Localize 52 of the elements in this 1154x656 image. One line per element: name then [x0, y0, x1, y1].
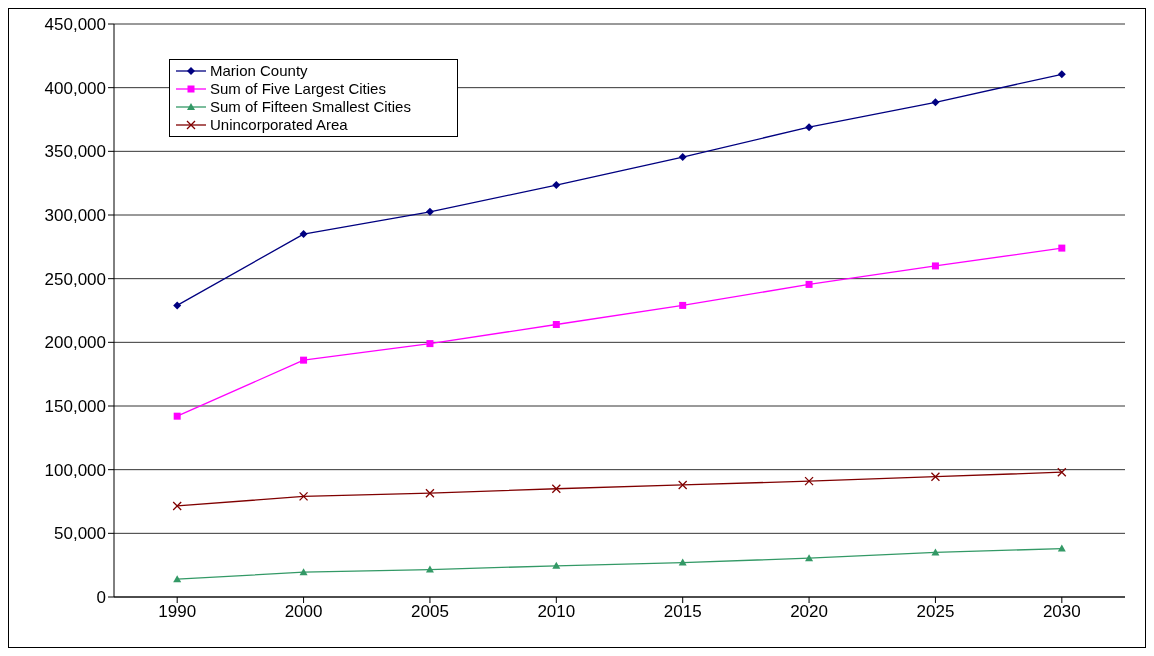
point [678, 480, 688, 490]
legend-label: Sum of Fifteen Smallest Cities [210, 98, 412, 116]
legend-label: Marion County [210, 62, 309, 80]
y-tick-label: 350,000 [44, 142, 106, 162]
point [173, 301, 182, 310]
point [172, 501, 182, 511]
x-tick-label: 2000 [284, 602, 323, 622]
point [678, 153, 687, 162]
x-tick-label: 1990 [158, 602, 197, 622]
point [298, 491, 309, 502]
point [931, 98, 940, 107]
point [1057, 467, 1067, 477]
x-tick-label: 2020 [790, 602, 828, 622]
point [1058, 244, 1066, 252]
legend-label: Sum of Five Largest Cities [210, 80, 387, 98]
y-tick-label: 150,000 [44, 397, 106, 417]
y-tick-label: 400,000 [44, 78, 106, 98]
point [425, 488, 435, 498]
point [551, 484, 561, 494]
point [1057, 544, 1066, 552]
point [300, 356, 308, 364]
point [1057, 70, 1066, 79]
point [173, 412, 181, 420]
point [552, 561, 561, 569]
y-tick-label: 100,000 [44, 460, 106, 480]
point [930, 472, 941, 482]
y-tick-label: 250,000 [44, 269, 106, 289]
point [679, 301, 687, 309]
point [931, 262, 939, 270]
y-tick-label: 50,000 [54, 524, 106, 544]
legend-label: Unincorporated Area [210, 116, 349, 134]
x-tick-label: 2005 [411, 602, 449, 622]
y-tick-label: 0 [96, 588, 106, 608]
y-tick-label: 450,000 [44, 15, 106, 35]
point [425, 565, 434, 573]
x-tick-label: 2010 [537, 602, 576, 622]
point [805, 554, 814, 562]
point [805, 280, 813, 288]
point [426, 340, 434, 348]
point [299, 230, 308, 239]
y-tick-label: 200,000 [44, 333, 106, 353]
point [552, 321, 560, 329]
x-tick-label: 2025 [916, 602, 955, 622]
point [678, 558, 687, 566]
point [173, 575, 182, 583]
y-tick-label: 300,000 [44, 206, 106, 226]
point [425, 207, 434, 216]
x-tick-label: 2030 [1042, 602, 1081, 622]
x-tick-label: 2015 [663, 602, 702, 622]
point [299, 568, 308, 576]
point [805, 123, 814, 132]
point [804, 476, 814, 486]
